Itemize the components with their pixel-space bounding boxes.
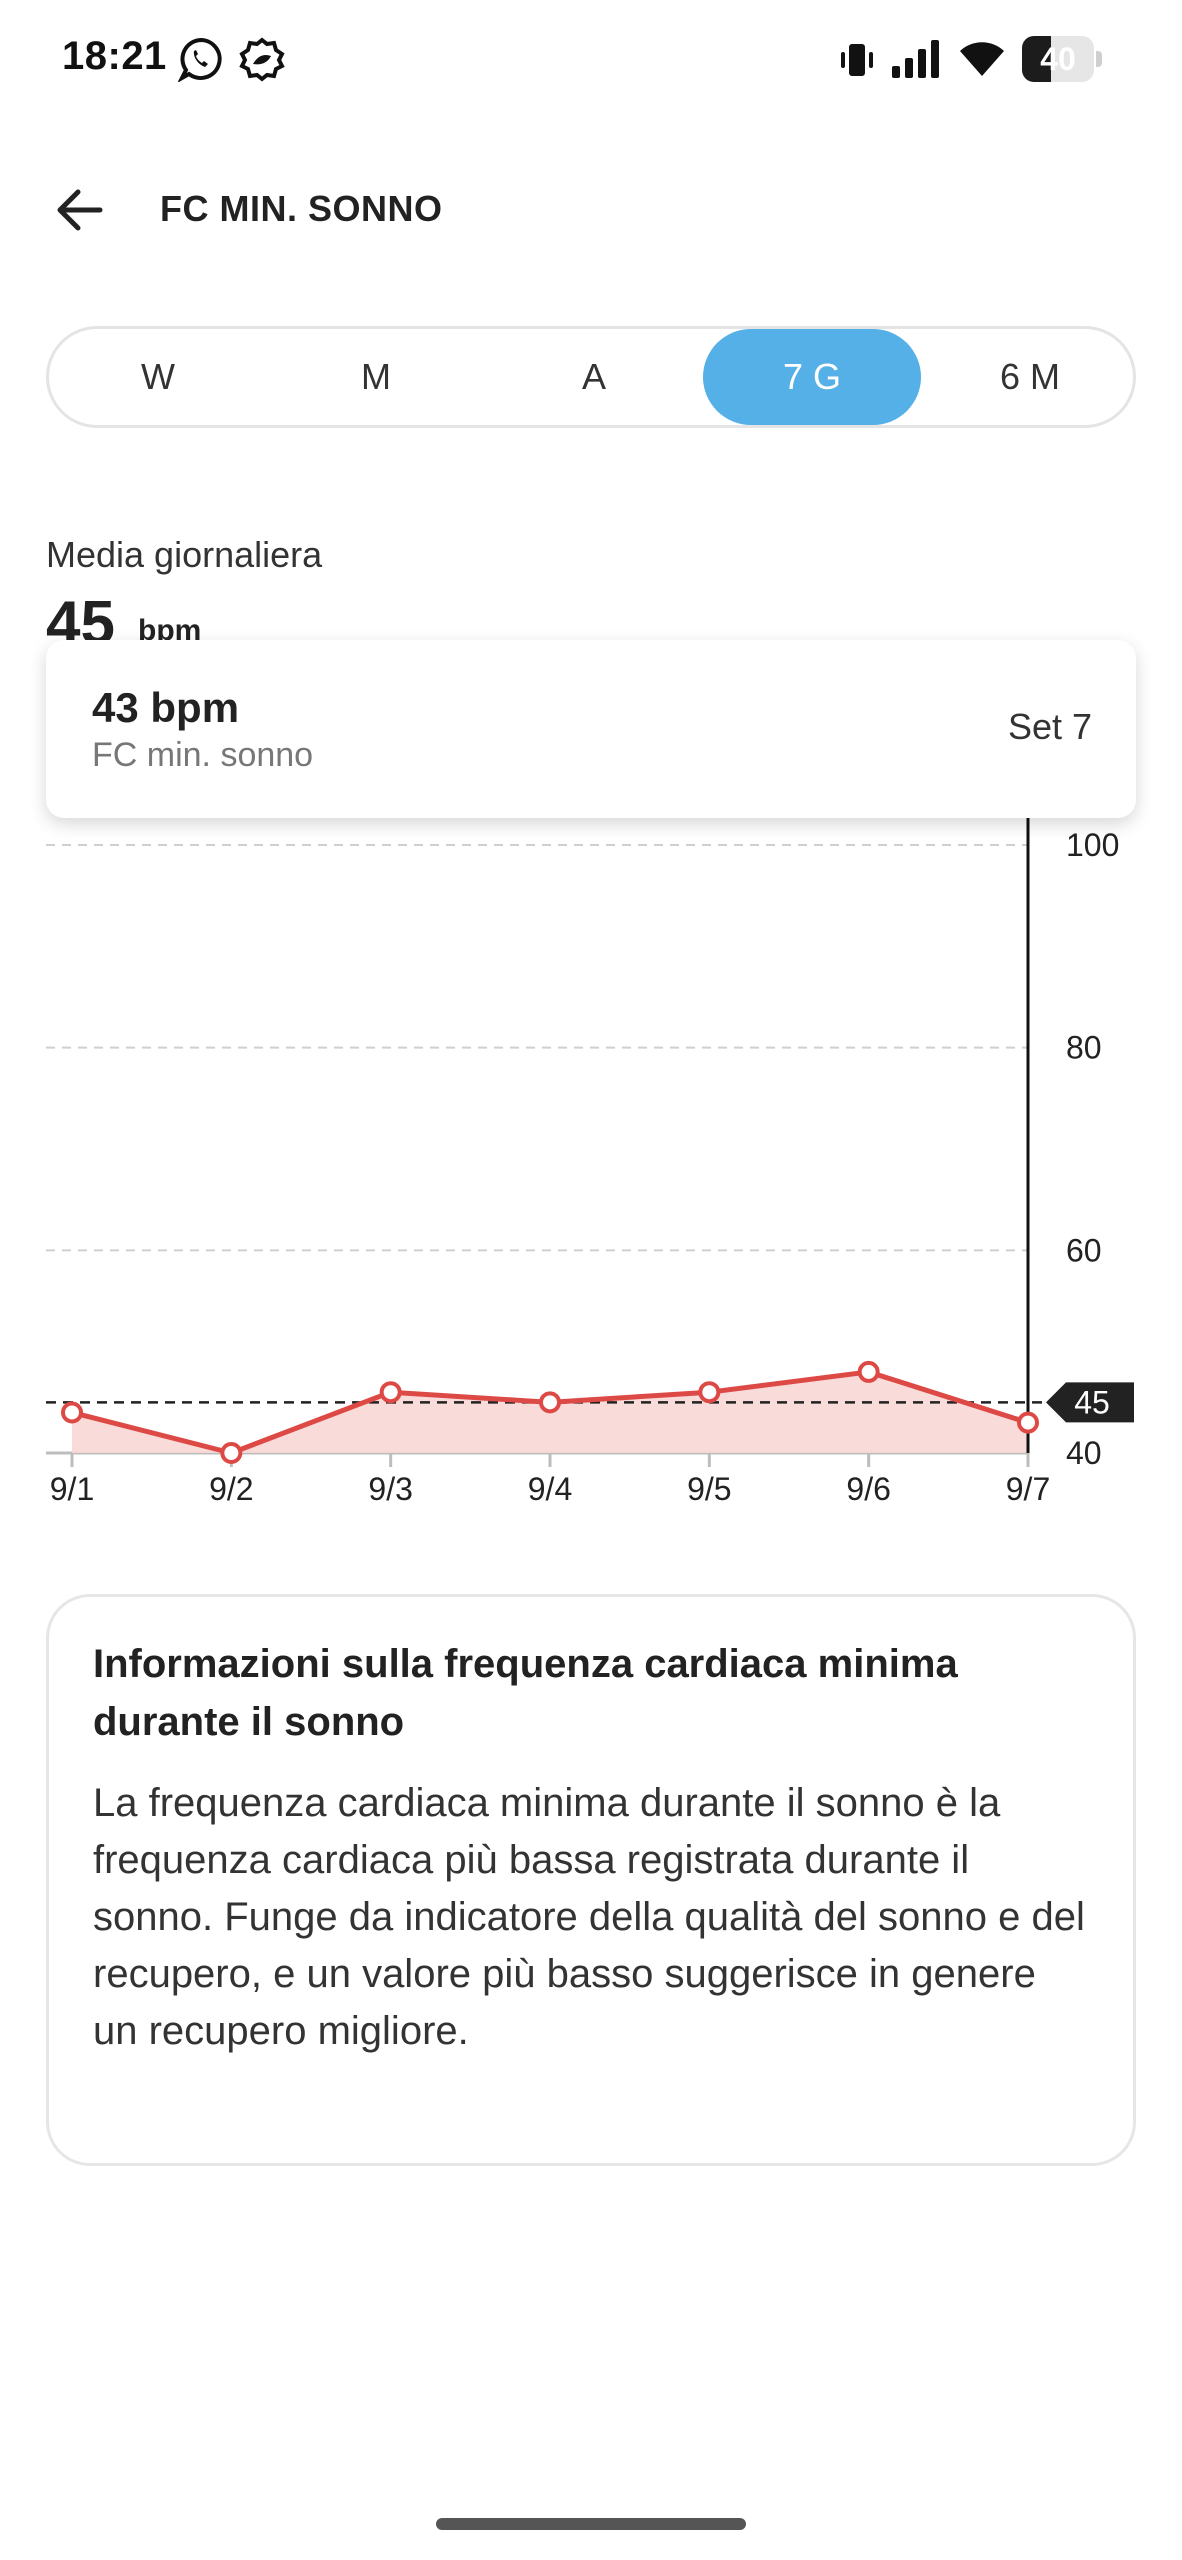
home-indicator[interactable] <box>436 2518 746 2530</box>
tab-6-months[interactable]: 6 M <box>999 356 1060 397</box>
tab-week[interactable]: W <box>141 356 175 397</box>
battery-icon: 40 <box>1022 36 1102 82</box>
average-badge <box>1046 1382 1134 1423</box>
y-tick-label: 100 <box>1066 827 1119 863</box>
info-body: La frequenza cardiaca minima durante il … <box>93 1781 1085 2053</box>
wifi-icon <box>960 42 1004 76</box>
tab-7-days[interactable]: 7 G <box>703 329 921 425</box>
summary-label: Media giornaliera <box>46 534 323 575</box>
info-card: Informazioni sulla frequenza cardiaca mi… <box>46 1594 1136 2166</box>
period-selector: W M A 7 G 6 M <box>46 326 1136 428</box>
tooltip-date: Set 7 <box>1007 706 1092 747</box>
x-tick-label: 9/1 <box>50 1471 94 1507</box>
tooltip-value: 43 bpm <box>92 684 240 731</box>
y-tick-label: 40 <box>1066 1435 1102 1471</box>
tab-year[interactable]: A <box>581 356 606 397</box>
status-bar: 18:21 40 <box>0 0 1182 120</box>
arrow-left-icon <box>57 189 103 231</box>
x-tick-label: 9/2 <box>209 1471 253 1507</box>
average-badge-label: 45 <box>1074 1384 1110 1420</box>
y-tick-label: 80 <box>1066 1030 1102 1066</box>
info-title: Informazioni sulla frequenza cardiaca mi… <box>93 1642 958 1744</box>
status-time: 18:21 <box>62 34 167 78</box>
tab-month[interactable]: M <box>361 356 391 397</box>
data-point <box>220 1442 243 1464</box>
back-button[interactable] <box>50 180 110 240</box>
data-point <box>539 1391 561 1414</box>
x-tick-label: 9/3 <box>368 1471 412 1507</box>
data-point <box>698 1381 721 1404</box>
page-title: FC MIN. SONNO <box>160 188 443 229</box>
app-notification-icon <box>239 37 285 82</box>
battery-level: 40 <box>1040 41 1076 77</box>
data-point <box>379 1381 402 1404</box>
data-point <box>857 1360 880 1383</box>
data-point <box>1017 1411 1039 1434</box>
tooltip-metric: FC min. sonno <box>92 736 314 774</box>
x-tick-label: 9/7 <box>1006 1471 1050 1507</box>
x-tick-label: 9/4 <box>528 1471 572 1507</box>
sleep-min-hr-chart[interactable]: 100 80 60 40 9/1 9/2 9/3 9/4 9/5 9/6 9/7 45 <box>0 800 1182 1520</box>
chart-tooltip: 43 bpm FC min. sonno Set 7 <box>46 640 1136 818</box>
x-tick-label: 9/6 <box>846 1471 890 1507</box>
signal-icon <box>892 40 939 78</box>
whatsapp-icon <box>178 37 222 82</box>
data-point <box>61 1401 83 1424</box>
x-tick-label: 9/5 <box>687 1471 731 1507</box>
vibrate-icon <box>841 44 873 76</box>
y-tick-label: 60 <box>1066 1232 1102 1268</box>
